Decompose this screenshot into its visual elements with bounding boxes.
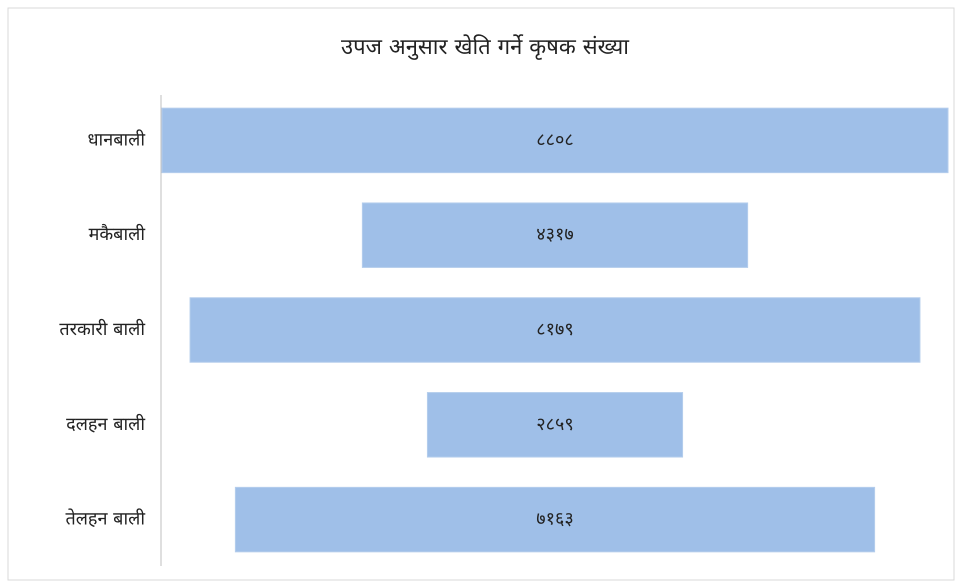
category-label: दलहन बाली xyxy=(66,413,145,435)
bar xyxy=(426,392,684,458)
data-label: ४३१७ xyxy=(536,224,573,245)
bar xyxy=(234,486,876,553)
data-label: ८१७९ xyxy=(536,319,573,340)
data-label: ७१६३ xyxy=(536,509,573,530)
bar xyxy=(189,297,921,363)
category-label: तेलहन बाली xyxy=(65,508,145,530)
chart-border xyxy=(7,7,955,581)
chart-title: उपज अनुसार खेति गर्ने कृषक संख्या xyxy=(341,34,629,60)
bar xyxy=(361,202,749,268)
bar xyxy=(161,107,949,174)
category-label: धानबाली xyxy=(87,128,145,150)
data-label: २८५९ xyxy=(536,414,573,435)
data-label: ८८०८ xyxy=(536,129,573,150)
category-label: तरकारी बाली xyxy=(59,318,145,340)
category-label: मकैबाली xyxy=(89,223,146,245)
